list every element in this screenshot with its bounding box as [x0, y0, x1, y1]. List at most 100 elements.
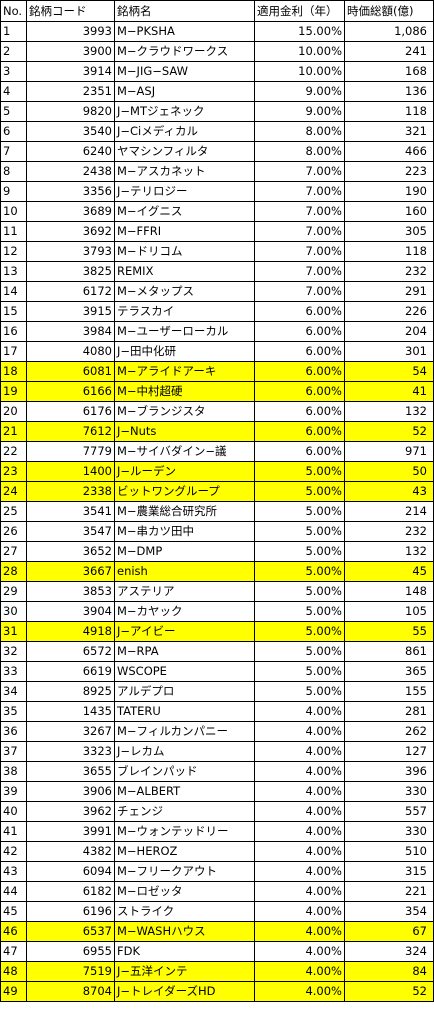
cell-no: 27 [0, 541, 27, 562]
cell-code: 6196 [26, 901, 115, 922]
table-row: 1 3993 M−PKSHA 15.00% 1,086 [0, 21, 434, 42]
cell-code: 3993 [26, 21, 115, 42]
table-row: 11 3692 M−FFRI 7.00% 305 [0, 221, 434, 242]
cell-rate: 7.00% [254, 281, 345, 302]
cell-name: ヤマシンフィルタ [114, 141, 255, 162]
cell-no: 33 [0, 661, 27, 682]
cell-name: M−FFRI [114, 221, 255, 242]
cell-market-cap: 136 [344, 81, 434, 102]
cell-market-cap: 221 [344, 881, 434, 902]
cell-code: 3323 [26, 741, 115, 762]
cell-no: 38 [0, 761, 27, 782]
table-row: 10 3689 M−イグニス 7.00% 160 [0, 201, 434, 222]
cell-market-cap: 155 [344, 681, 434, 702]
table-row: 36 3267 M−フィルカンパニー 4.00% 262 [0, 721, 434, 742]
cell-name: M−アスカネット [114, 161, 255, 182]
cell-market-cap: 55 [344, 621, 434, 642]
cell-name: M−ドリコム [114, 241, 255, 262]
table-row: 43 6094 M−フリークアウト 4.00% 315 [0, 861, 434, 882]
cell-rate: 5.00% [254, 561, 345, 582]
table-row: 47 6955 FDK 4.00% 324 [0, 941, 434, 962]
cell-code: 2338 [26, 481, 115, 502]
stock-rate-table: No. 銘柄コード 銘柄名 適用金利（年） 時価総額(億) 1 3993 M−PKS… [0, 0, 434, 1002]
cell-no: 6 [0, 121, 27, 142]
cell-market-cap: 118 [344, 101, 434, 122]
cell-rate: 5.00% [254, 601, 345, 622]
cell-name: M−ブランジスタ [114, 401, 255, 422]
table-row: 18 6081 M−アライドアーキ 6.00% 54 [0, 361, 434, 382]
table-row: 39 3906 M−ALBERT 4.00% 330 [0, 781, 434, 802]
cell-no: 18 [0, 361, 27, 382]
cell-market-cap: 232 [344, 261, 434, 282]
cell-market-cap: 305 [344, 221, 434, 242]
cell-rate: 6.00% [254, 421, 345, 442]
cell-name: アステリア [114, 581, 255, 602]
cell-rate: 7.00% [254, 161, 345, 182]
cell-market-cap: 160 [344, 201, 434, 222]
cell-no: 8 [0, 161, 27, 182]
table-row: 27 3652 M−DMP 5.00% 132 [0, 541, 434, 562]
cell-no: 47 [0, 941, 27, 962]
cell-rate: 6.00% [254, 361, 345, 382]
cell-code: 3667 [26, 561, 115, 582]
header-name: 銘柄名 [114, 0, 255, 22]
table-header: No. 銘柄コード 銘柄名 適用金利（年） 時価総額(億) [0, 0, 434, 22]
cell-no: 29 [0, 581, 27, 602]
cell-rate: 4.00% [254, 861, 345, 882]
cell-name: M−クラウドワークス [114, 41, 255, 62]
cell-rate: 4.00% [254, 761, 345, 782]
cell-name: J−五洋インテ [114, 961, 255, 982]
cell-name: J−田中化研 [114, 341, 255, 362]
cell-no: 14 [0, 281, 27, 302]
table-row: 35 1435 TATERU 4.00% 281 [0, 701, 434, 722]
cell-rate: 5.00% [254, 481, 345, 502]
cell-code: 3267 [26, 721, 115, 742]
cell-name: J−ルーデン [114, 461, 255, 482]
cell-name: M−メタップス [114, 281, 255, 302]
cell-code: 3962 [26, 801, 115, 822]
cell-code: 4080 [26, 341, 115, 362]
table-row: 42 4382 M−HEROZ 4.00% 510 [0, 841, 434, 862]
cell-code: 3900 [26, 41, 115, 62]
cell-rate: 4.00% [254, 801, 345, 822]
cell-name: M−ASJ [114, 81, 255, 102]
cell-code: 8925 [26, 681, 115, 702]
cell-code: 3547 [26, 521, 115, 542]
cell-name: M−イグニス [114, 201, 255, 222]
cell-market-cap: 43 [344, 481, 434, 502]
table-row: 12 3793 M−ドリコム 7.00% 118 [0, 241, 434, 262]
cell-code: 3825 [26, 261, 115, 282]
cell-name: ビットワングループ [114, 481, 255, 502]
cell-rate: 6.00% [254, 301, 345, 322]
cell-name: M−ユーザーローカル [114, 321, 255, 342]
table-row: 30 3904 M−カヤック 5.00% 105 [0, 601, 434, 622]
cell-code: 3904 [26, 601, 115, 622]
cell-market-cap: 214 [344, 501, 434, 522]
cell-market-cap: 132 [344, 541, 434, 562]
cell-code: 7779 [26, 441, 115, 462]
table-row: 24 2338 ビットワングループ 5.00% 43 [0, 481, 434, 502]
cell-market-cap: 1,086 [344, 21, 434, 42]
cell-no: 41 [0, 821, 27, 842]
cell-no: 10 [0, 201, 27, 222]
cell-name: M−WASHハウス [114, 921, 255, 942]
cell-no: 21 [0, 421, 27, 442]
table-row: 6 3540 J−Ciメディカル 8.00% 321 [0, 121, 434, 142]
cell-no: 19 [0, 381, 27, 402]
cell-no: 2 [0, 41, 27, 62]
table-body: 1 3993 M−PKSHA 15.00% 1,086 2 3900 M−クラウドワークス 10… [0, 21, 434, 1002]
table-row: 9 3356 J−テリロジー 7.00% 190 [0, 181, 434, 202]
table-row: 48 7519 J−五洋インテ 4.00% 84 [0, 961, 434, 982]
cell-name: M−JIG−SAW [114, 61, 255, 82]
cell-rate: 4.00% [254, 781, 345, 802]
table-row: 17 4080 J−田中化研 6.00% 301 [0, 341, 434, 362]
cell-code: 6166 [26, 381, 115, 402]
cell-rate: 4.00% [254, 981, 345, 1002]
cell-rate: 7.00% [254, 261, 345, 282]
cell-no: 37 [0, 741, 27, 762]
cell-name: REMIX [114, 261, 255, 282]
cell-name: enish [114, 561, 255, 582]
cell-rate: 6.00% [254, 401, 345, 422]
cell-market-cap: 241 [344, 41, 434, 62]
cell-code: 1400 [26, 461, 115, 482]
